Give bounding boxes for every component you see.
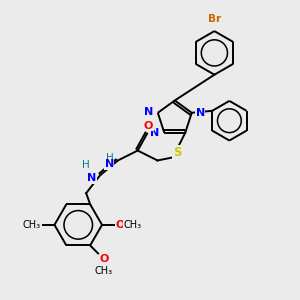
Text: N: N	[105, 159, 114, 170]
Text: H: H	[82, 160, 90, 170]
Text: N: N	[196, 108, 205, 118]
Text: N: N	[150, 128, 159, 138]
Text: N: N	[144, 107, 153, 117]
Text: S: S	[173, 146, 182, 159]
Text: CH₃: CH₃	[95, 266, 113, 276]
Text: H: H	[106, 154, 114, 164]
Text: Br: Br	[208, 14, 221, 24]
Text: O: O	[144, 121, 153, 131]
Text: N: N	[87, 173, 96, 183]
Text: O: O	[99, 254, 109, 264]
Text: O: O	[32, 220, 41, 230]
Text: O: O	[115, 220, 124, 230]
Text: CH₃: CH₃	[23, 220, 41, 230]
Text: CH₃: CH₃	[124, 220, 142, 230]
